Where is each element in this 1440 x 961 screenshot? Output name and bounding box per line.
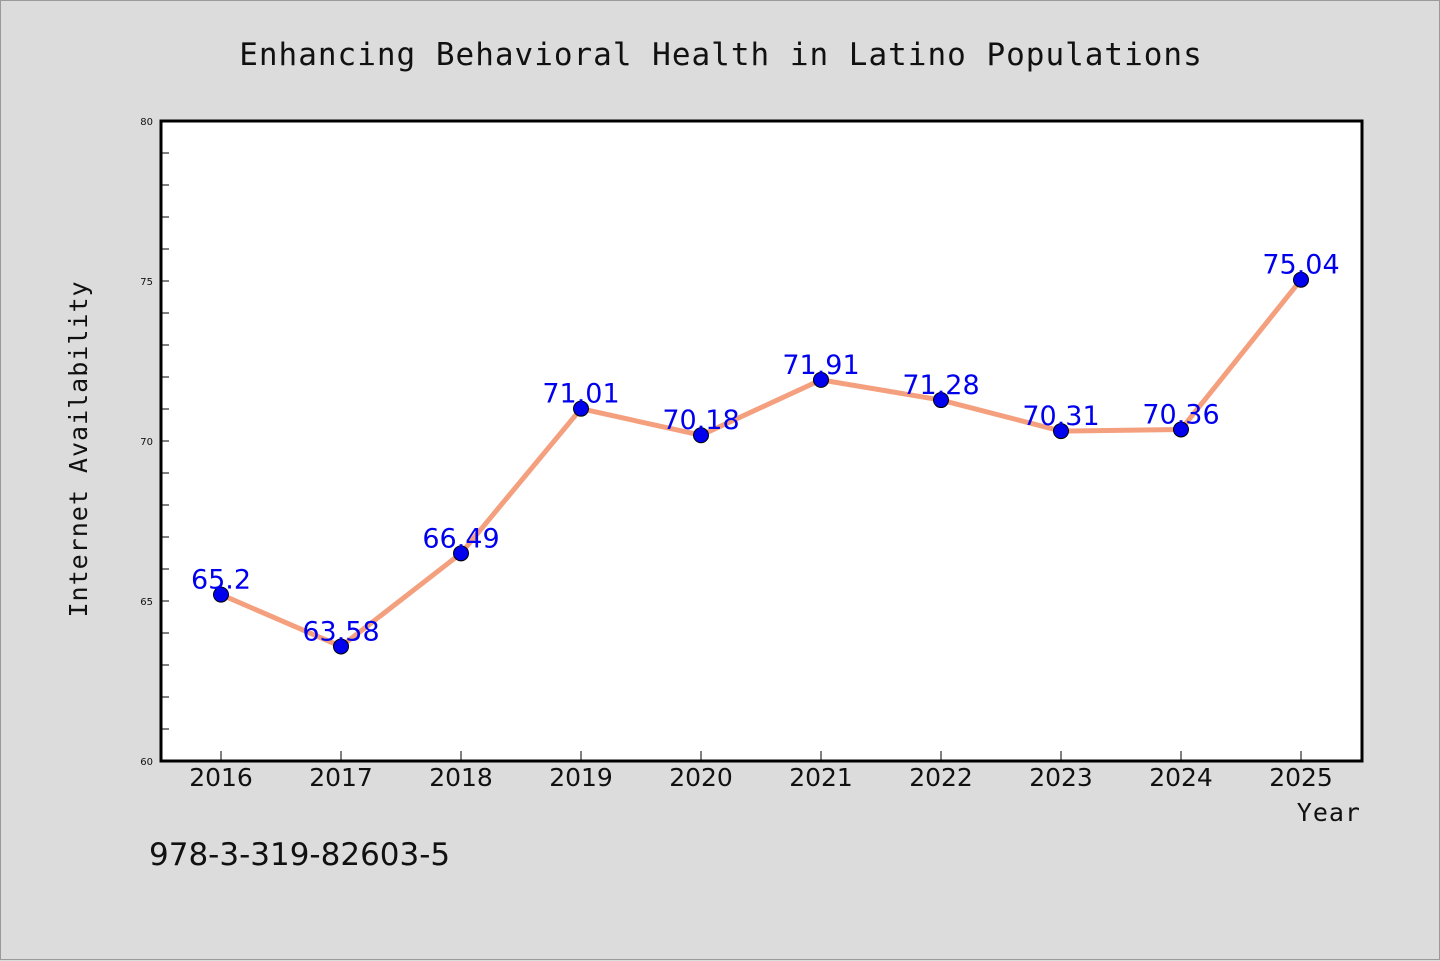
x-tick-label: 2019 (549, 763, 613, 792)
y-tick-label: 65 (140, 597, 153, 608)
data-label: 75.04 (1262, 250, 1339, 281)
series-polyline (218, 277, 1304, 649)
data-point (813, 371, 829, 388)
y-tick-label: 70 (140, 437, 153, 448)
x-tick-label: 2025 (1269, 763, 1333, 792)
data-label: 63.58 (302, 616, 379, 647)
data-point (573, 400, 589, 417)
data-label: 70.18 (662, 405, 739, 436)
x-tick-label: 2022 (909, 763, 973, 792)
y-tick-label: 60 (140, 757, 153, 768)
data-label: 65.2 (191, 565, 251, 596)
data-label: 70.36 (1142, 399, 1219, 430)
data-labels: 65.2 63.58 66.49 71.01 70.18 71.91 71.28 70.31 7… (191, 250, 1340, 648)
x-tick-label: 2018 (429, 763, 493, 792)
y-tick-label: 75 (140, 277, 153, 288)
x-tick-label: 2024 (1149, 763, 1213, 792)
y-axis: 60 65 70 75 80 (140, 117, 169, 768)
x-tick-label: 2017 (309, 763, 373, 792)
data-label: 71.91 (782, 350, 859, 381)
x-tick-label: 2016 (189, 763, 253, 792)
data-label: 71.28 (902, 370, 979, 401)
x-tick-label: 2021 (789, 763, 853, 792)
series-line (218, 277, 1304, 649)
x-axis-title: Year (1297, 798, 1361, 827)
y-tick-label: 80 (140, 117, 153, 128)
chart-title: Enhancing Behavioral Health in Latino Po… (239, 37, 1203, 73)
footnote-isbn: 978-3-319-82603-5 (149, 837, 450, 873)
data-label: 66.49 (422, 523, 499, 554)
data-point (693, 427, 709, 444)
data-point (453, 545, 469, 562)
data-point (1293, 271, 1309, 288)
data-label: 70.31 (1022, 401, 1099, 432)
data-point (933, 392, 949, 409)
x-tick-label: 2023 (1029, 763, 1093, 792)
data-point (1053, 423, 1069, 440)
x-axis: 2016 2017 2018 2019 2020 2021 2022 2023 2024 2025 (189, 751, 1333, 792)
series-markers (213, 271, 1309, 655)
data-label: 71.01 (542, 379, 619, 410)
x-tick-label: 2020 (669, 763, 733, 792)
data-point (213, 586, 229, 603)
data-point (1173, 421, 1189, 438)
y-axis-title: Internet Availability (64, 280, 93, 617)
data-point (333, 638, 349, 655)
plot-area (159, 119, 1364, 763)
